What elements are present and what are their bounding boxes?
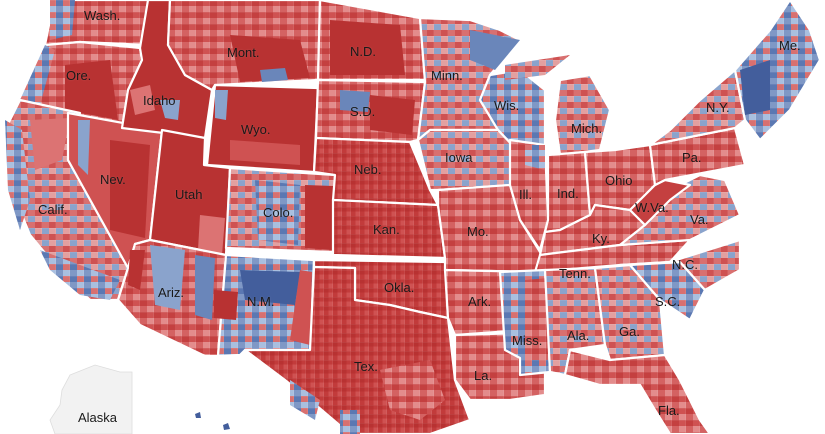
state-co[interactable] xyxy=(224,166,337,254)
state-az[interactable] xyxy=(116,238,228,358)
state-nm[interactable] xyxy=(214,253,316,358)
state-ia[interactable] xyxy=(416,128,517,192)
state-ca[interactable] xyxy=(3,98,130,302)
state-fl[interactable] xyxy=(563,348,712,434)
state-ks[interactable] xyxy=(331,198,447,260)
state-nc[interactable] xyxy=(618,238,742,292)
state-tx[interactable] xyxy=(243,265,472,434)
state-alaska-inset[interactable] xyxy=(49,364,133,434)
state-nd[interactable] xyxy=(316,0,427,82)
hawaii-islands xyxy=(195,412,230,430)
state-sd[interactable] xyxy=(314,78,427,144)
state-mt[interactable] xyxy=(166,0,322,92)
state-new-england[interactable] xyxy=(733,0,822,142)
state-wa[interactable] xyxy=(43,0,157,47)
state-wy[interactable] xyxy=(205,83,320,174)
